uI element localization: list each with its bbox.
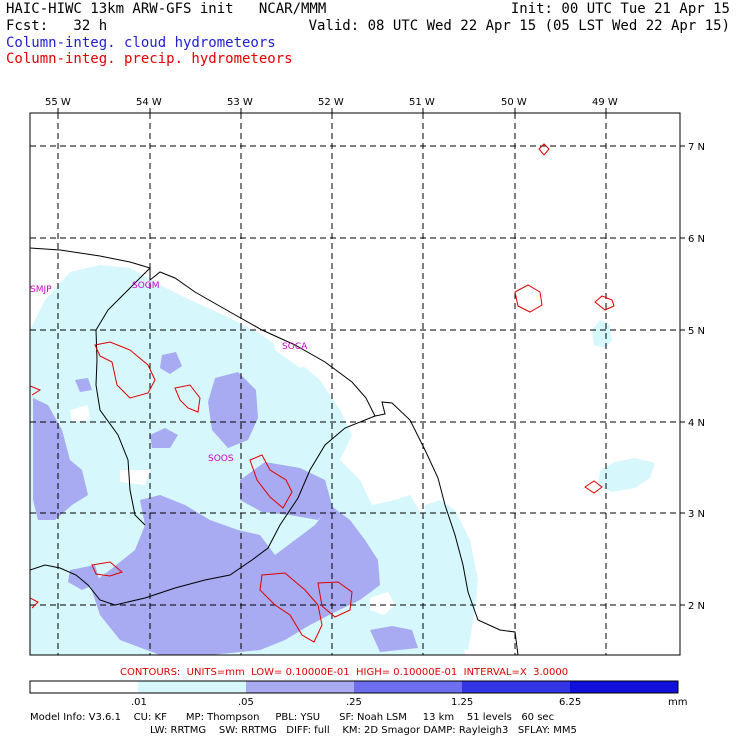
- colorbar-unit: mm: [668, 697, 687, 708]
- lat-label-4n: 4 N: [688, 418, 705, 429]
- cloud-medium-small-2: [150, 428, 178, 448]
- plot-title: HAIC-HIWC 13km ARW-GFS init NCAR/MMM: [6, 1, 327, 17]
- lon-label-54w: 54 W: [136, 97, 162, 108]
- cloud-light-spot-1: [598, 458, 655, 492]
- cloud-medium-small-5: [75, 378, 92, 392]
- colorbar-tick-3: .25: [346, 697, 362, 708]
- colorbar-seg-5: [570, 681, 678, 693]
- lat-lon-grid: [30, 113, 680, 655]
- precip-contours: [30, 143, 615, 643]
- colorbar-seg-3: [354, 681, 462, 693]
- cloud-medium-small-1: [160, 352, 182, 374]
- lon-label-50w: 50 W: [501, 97, 527, 108]
- lon-label-49w: 49 W: [592, 97, 618, 108]
- cloud-gap-3: [120, 470, 150, 485]
- cloud-medium-mid: [240, 462, 332, 520]
- lat-label-2n: 2 N: [688, 601, 705, 612]
- legend-cloud-hydrometeors: Column-integ. cloud hydrometeors: [6, 35, 276, 51]
- lon-label-52w: 52 W: [318, 97, 344, 108]
- lat-label-7n: 7 N: [688, 142, 705, 153]
- colorbar-seg-2: [246, 681, 354, 693]
- lat-label-5n: 5 N: [688, 326, 705, 337]
- cloud-medium-south: [90, 495, 380, 655]
- cloud-light-spot-2: [592, 320, 612, 348]
- coastlines-borders: [30, 247, 519, 655]
- colorbar: .01 .05 .25 1.25 6.25 mm: [29, 680, 687, 708]
- init-time: Init: 00 UTC Tue 21 Apr 15: [510, 1, 730, 17]
- cloud-medium-west: [33, 398, 88, 520]
- lon-label-51w: 51 W: [409, 97, 435, 108]
- model-info-line-1: Model Info: V3.6.1 CU: KF MP: Thompson P…: [30, 712, 555, 723]
- colorbar-tick-4: 1.25: [451, 697, 473, 708]
- forecast-hour: Fcst: 32 h: [6, 18, 108, 34]
- lon-label-53w: 53 W: [227, 97, 253, 108]
- frame-ticks: [57, 108, 685, 606]
- colorbar-tick-1: .01: [131, 697, 147, 708]
- station-label-smjp: SMJP: [30, 285, 52, 295]
- contours-info: CONTOURS: UNITS=mm LOW= 0.10000E-01 HIGH…: [120, 667, 569, 678]
- lon-label-55w: 55 W: [45, 97, 71, 108]
- cloud-light-east: [420, 500, 478, 650]
- map-frame: [29, 112, 681, 656]
- cloud-gap-2: [370, 592, 395, 615]
- lat-label-6n: 6 N: [688, 234, 705, 245]
- colorbar-tick-2: .05: [238, 697, 254, 708]
- valid-time: Valid: 08 UTC Wed 22 Apr 15 (05 LST Wed …: [308, 18, 730, 34]
- cloud-medium-small-3: [68, 565, 100, 590]
- colorbar-seg-0: [30, 681, 138, 693]
- legend-precip-hydrometeors: Column-integ. precip. hydrometeors: [6, 51, 293, 67]
- cloud-medium-small-4: [370, 626, 418, 652]
- colorbar-seg-4: [462, 681, 570, 693]
- colorbar-tick-5: 6.25: [559, 697, 581, 708]
- cloud-medium-center: [208, 372, 258, 448]
- cloud-gap-4: [70, 405, 90, 422]
- lat-label-3n: 3 N: [688, 509, 705, 520]
- station-label-soos: SOOS: [208, 454, 234, 464]
- station-label-soca: SOCA: [282, 342, 308, 352]
- model-info-line-2: LW: RRTMG SW: RRTMG DIFF: full KM: 2D Sm…: [150, 725, 577, 736]
- station-label-sogm: SOGM: [132, 281, 160, 291]
- colorbar-seg-1: [138, 681, 246, 693]
- cloud-gap-1: [270, 320, 320, 368]
- colorbar-frame: [29, 680, 679, 694]
